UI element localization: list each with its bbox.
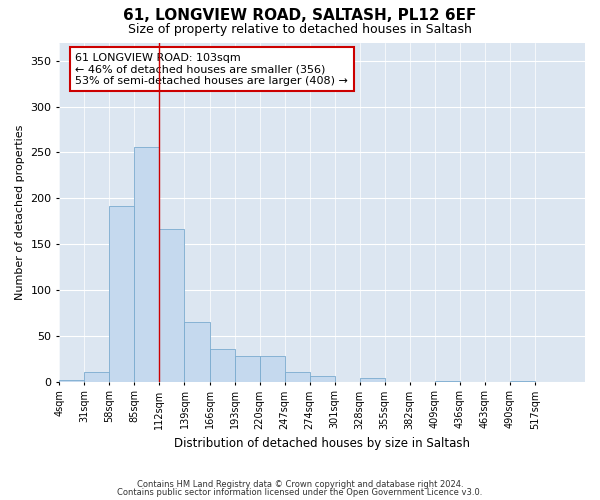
Bar <box>85 372 109 382</box>
Bar <box>109 206 134 382</box>
Bar <box>510 380 535 382</box>
Bar <box>209 348 235 382</box>
Bar <box>310 376 335 382</box>
Text: 61, LONGVIEW ROAD, SALTASH, PL12 6EF: 61, LONGVIEW ROAD, SALTASH, PL12 6EF <box>124 8 476 22</box>
Text: Contains HM Land Registry data © Crown copyright and database right 2024.: Contains HM Land Registry data © Crown c… <box>137 480 463 489</box>
Y-axis label: Number of detached properties: Number of detached properties <box>15 124 25 300</box>
Text: Contains public sector information licensed under the Open Government Licence v3: Contains public sector information licen… <box>118 488 482 497</box>
Bar <box>59 380 85 382</box>
Bar <box>160 228 184 382</box>
Text: Size of property relative to detached houses in Saltash: Size of property relative to detached ho… <box>128 22 472 36</box>
Text: 61 LONGVIEW ROAD: 103sqm
← 46% of detached houses are smaller (356)
53% of semi-: 61 LONGVIEW ROAD: 103sqm ← 46% of detach… <box>75 52 348 86</box>
Bar <box>235 356 260 382</box>
Bar <box>134 147 160 382</box>
X-axis label: Distribution of detached houses by size in Saltash: Distribution of detached houses by size … <box>174 437 470 450</box>
Bar <box>184 322 209 382</box>
Bar <box>284 372 310 382</box>
Bar <box>360 378 385 382</box>
Bar <box>435 380 460 382</box>
Bar <box>260 356 284 382</box>
